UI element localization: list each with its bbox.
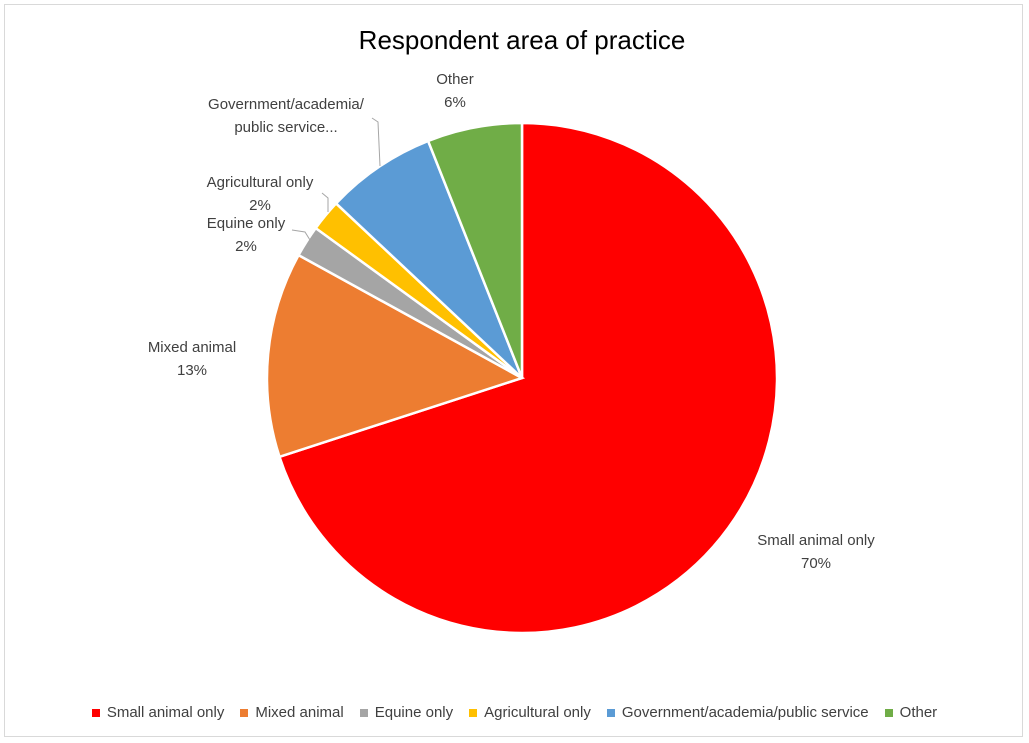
- chart-title: Respondent area of practice: [359, 25, 686, 55]
- legend-item-government-academia-public-service: Government/academia/public service: [606, 704, 869, 721]
- pie-slice-other: [426, 121, 524, 379]
- legend-item-agricultural-only: Agricultural only: [469, 704, 591, 721]
- legend-swatch-small-animal-only: [91, 708, 100, 717]
- data-label-small-animal-only: Small animal only 70%: [757, 532, 875, 572]
- leader-line-government-academia-public-service: [371, 117, 381, 167]
- data-label-other: Other 6%: [436, 71, 474, 111]
- legend-swatch-government-academia-public-service: [606, 708, 615, 717]
- legend-label-agricultural-only: Agricultural only: [484, 704, 591, 721]
- legend-swatch-equine-only: [359, 708, 368, 717]
- data-label-government-academia-public-service: Government/academia/public service...: [208, 96, 365, 136]
- legend-item-small-animal-only: Small animal only: [91, 704, 225, 721]
- chart-legend: Small animal only Mixed animal Equine only…: [0, 704, 1029, 721]
- data-label-agricultural-only: Agricultural only 2%: [207, 174, 314, 214]
- pie-chart: Respondent area of practice Small animal…: [148, 25, 875, 635]
- leader-line-equine-only: [291, 229, 311, 241]
- data-label-equine-only: Equine only 2%: [207, 215, 286, 255]
- legend-item-other: Other: [884, 704, 938, 721]
- legend-label-small-animal-only: Small animal only: [106, 704, 225, 721]
- legend-swatch-other: [884, 708, 893, 717]
- legend-swatch-mixed-animal: [240, 708, 249, 717]
- legend-item-mixed-animal: Mixed animal: [240, 704, 344, 721]
- legend-label-other: Other: [899, 704, 938, 721]
- legend-swatch-agricultural-only: [469, 708, 478, 717]
- legend-item-equine-only: Equine only: [359, 704, 454, 721]
- pie-slice-mixed-animal: [265, 253, 526, 459]
- legend-label-mixed-animal: Mixed animal: [255, 704, 344, 721]
- leader-line-agricultural-only: [321, 192, 329, 212]
- pie-slice-government-academia-public-service: [334, 139, 524, 379]
- data-label-mixed-animal: Mixed animal 13%: [148, 339, 236, 379]
- legend-label-government-academia-public-service: Government/academia/public service: [621, 704, 869, 721]
- legend-label-equine-only: Equine only: [374, 704, 454, 721]
- pie-slice-small-animal-only: [277, 121, 779, 635]
